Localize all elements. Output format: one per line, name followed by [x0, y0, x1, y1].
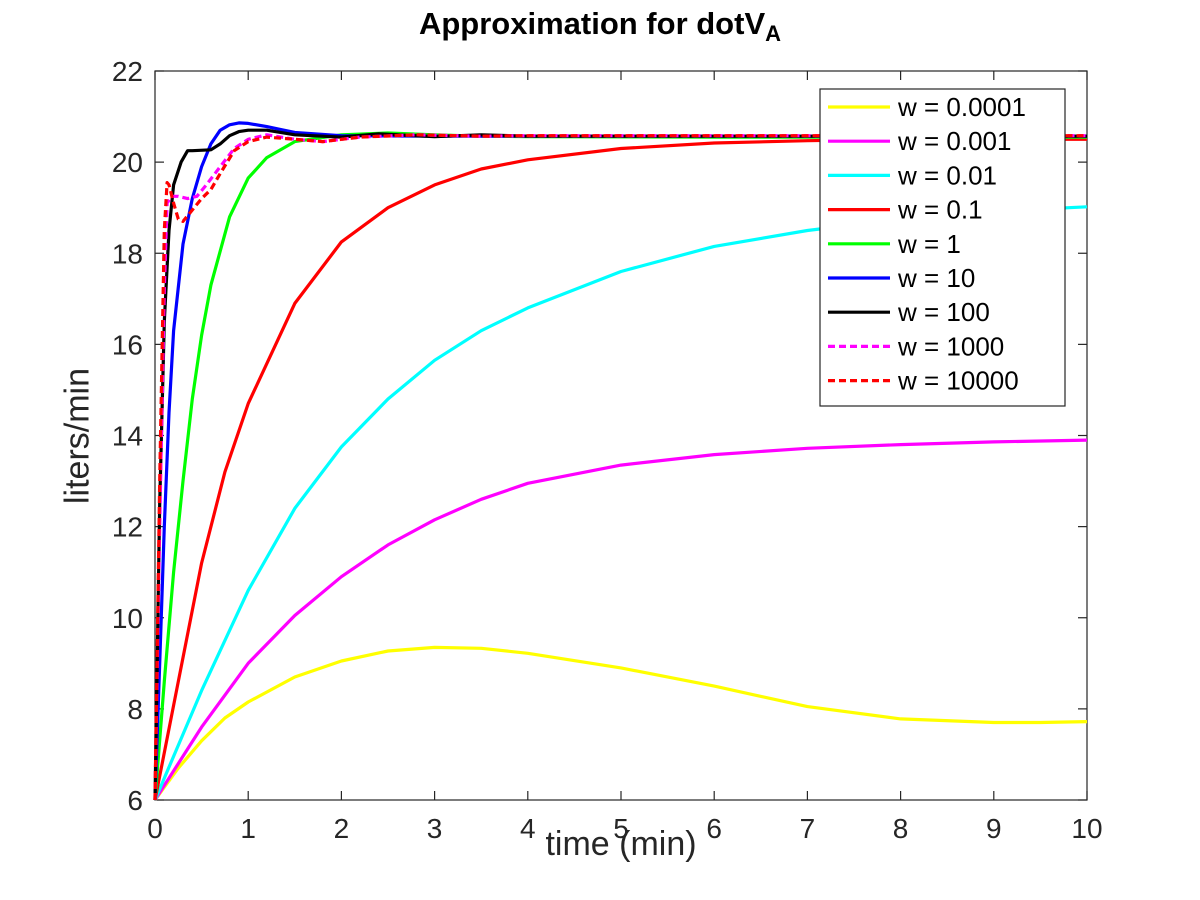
plot-area	[153, 121, 1088, 801]
x-tick-label: 0	[147, 813, 163, 844]
x-axis-label: time (min)	[545, 825, 697, 863]
legend-label-4: w = 1	[897, 229, 961, 259]
y-tick-label: 8	[127, 694, 143, 725]
legend-label-0: w = 0.0001	[897, 92, 1026, 122]
x-tick-label: 4	[520, 813, 536, 844]
x-tick-label: 6	[706, 813, 722, 844]
y-tick-label: 16	[112, 329, 143, 360]
chart-title-main: Approximation for dotV	[418, 6, 766, 41]
y-tick-label: 6	[127, 785, 143, 816]
x-tick-label: 7	[800, 813, 816, 844]
legend: w = 0.0001 w = 0.001 w = 0.01 w = 0.1 w = 1 w…	[819, 88, 1066, 407]
x-tick-label: 5	[613, 813, 629, 844]
series-line-8	[153, 133, 1087, 801]
y-tick-label: 20	[112, 147, 143, 178]
y-tick-label: 14	[112, 421, 143, 452]
x-tick-label: 1	[240, 813, 256, 844]
y-tick-label: 18	[112, 238, 143, 269]
series-line-0	[153, 645, 1088, 801]
chart-title: Approximation for dotVA	[0, 6, 1200, 47]
x-tick-label: 9	[986, 813, 1002, 844]
legend-label-6: w = 100	[897, 297, 990, 327]
x-tick-label: 8	[893, 813, 909, 844]
chart-title-subscript: A	[765, 21, 782, 47]
x-tick-label: 3	[427, 813, 443, 844]
y-tick-label: 12	[112, 512, 143, 543]
x-tick-label: 10	[1071, 813, 1102, 844]
x-tick-label: 2	[334, 813, 350, 844]
y-tick-label: 10	[112, 603, 143, 634]
legend-label-5: w = 10	[897, 263, 975, 293]
legend-label-7: w = 1000	[897, 331, 1004, 361]
legend-label-3: w = 0.1	[897, 195, 983, 225]
legend-label-8: w = 10000	[897, 366, 1019, 396]
legend-label-1: w = 0.001	[897, 126, 1011, 156]
y-axis-label: liters/min	[58, 367, 97, 505]
y-tick-label: 22	[112, 56, 143, 87]
series-line-7	[153, 133, 1087, 801]
legend-label-2: w = 0.01	[897, 160, 997, 190]
series-line-1	[153, 438, 1088, 801]
